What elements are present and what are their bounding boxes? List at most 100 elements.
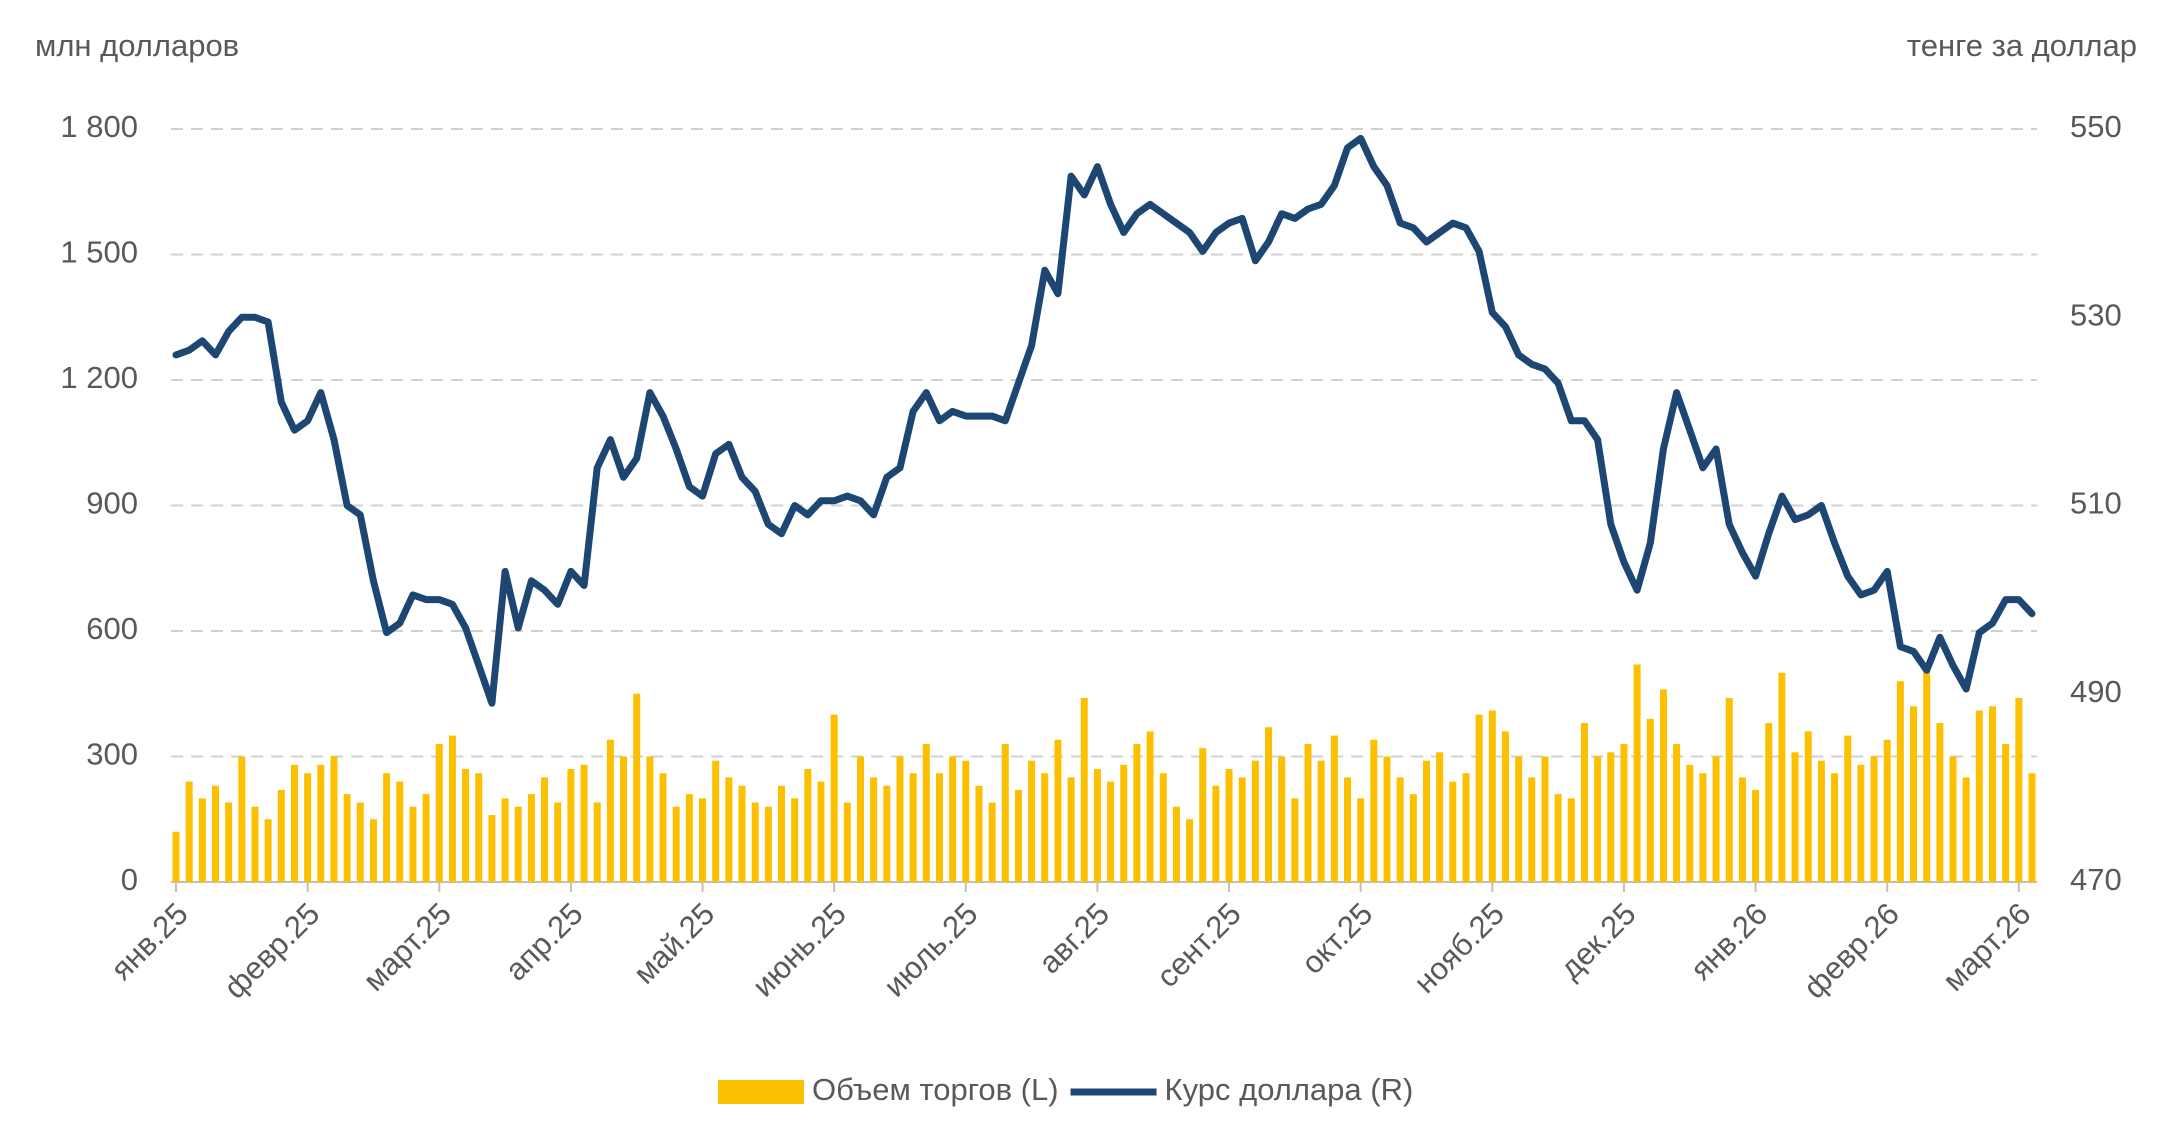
bar <box>1383 756 1391 882</box>
bar <box>1804 731 1812 882</box>
bar <box>1014 789 1022 882</box>
bar <box>2015 697 2023 882</box>
bar <box>396 781 404 882</box>
bar <box>1725 697 1733 882</box>
y2-tick-label: 550 <box>2070 109 2122 144</box>
bar <box>870 777 878 882</box>
x-tick-label: авг.25 <box>1032 896 1116 980</box>
bar <box>1633 664 1641 882</box>
bar <box>804 769 812 882</box>
bar <box>1844 735 1852 882</box>
line <box>172 134 2036 707</box>
bar <box>1172 806 1180 882</box>
bar <box>1396 777 1404 882</box>
bar <box>567 769 575 882</box>
bar <box>343 794 351 882</box>
bar <box>1831 773 1839 882</box>
bar <box>1870 756 1878 882</box>
bar <box>1001 743 1009 882</box>
bar <box>1278 756 1286 882</box>
x-tick-label: окт.25 <box>1295 896 1380 981</box>
x-tick-label: март.25 <box>356 896 458 998</box>
bar <box>1291 798 1299 882</box>
bar <box>962 760 970 882</box>
bar <box>1975 710 1983 882</box>
bar <box>264 819 272 882</box>
bar <box>1028 760 1036 882</box>
bar <box>1238 777 1246 882</box>
x-tick-label: сент.25 <box>1150 896 1248 994</box>
bar <box>646 756 654 882</box>
bar <box>1541 756 1549 882</box>
x-tick-label: февр.25 <box>217 896 326 1005</box>
bar <box>1212 785 1220 882</box>
y-tick-label: 1 800 <box>60 109 138 144</box>
bar <box>211 785 219 882</box>
bar <box>896 756 904 882</box>
bar <box>1515 756 1523 882</box>
y2-tick-label: 530 <box>2070 297 2122 332</box>
bar <box>935 773 943 882</box>
bar <box>1304 743 1312 882</box>
bar <box>764 806 772 882</box>
x-tick-label: май.25 <box>627 896 722 991</box>
bar <box>685 794 693 882</box>
bar <box>1817 760 1825 882</box>
bar <box>1594 756 1602 882</box>
bar <box>1475 714 1483 882</box>
bar <box>238 756 246 882</box>
bar <box>791 798 799 882</box>
bar <box>1462 773 1470 882</box>
bar <box>383 773 391 882</box>
bar <box>1317 760 1325 882</box>
bar <box>1370 739 1378 882</box>
bar <box>1567 798 1575 882</box>
bar <box>1093 769 1101 882</box>
y2-tick-label: 490 <box>2070 674 2122 709</box>
x-tick-label: июль.25 <box>877 896 985 1004</box>
bar <box>1923 664 1931 882</box>
bar <box>1607 752 1615 882</box>
bar <box>356 802 364 882</box>
bar <box>1107 781 1115 882</box>
bar <box>1436 752 1444 882</box>
bar <box>251 806 259 882</box>
bar <box>475 773 483 882</box>
bar <box>593 802 601 882</box>
bar <box>751 802 759 882</box>
bar <box>1936 723 1944 882</box>
bar <box>1738 777 1746 882</box>
bar <box>856 756 864 882</box>
bar <box>1673 743 1681 882</box>
bar <box>1791 752 1799 882</box>
bar <box>620 756 628 882</box>
bar <box>1580 723 1588 882</box>
y-tick-label: 1 200 <box>60 360 138 395</box>
y2-tick-label: 470 <box>2070 862 2122 897</box>
bar <box>1778 672 1786 882</box>
bar <box>843 802 851 882</box>
y-tick-label: 1 500 <box>60 235 138 270</box>
bar <box>462 769 470 882</box>
bar <box>541 777 549 882</box>
bar <box>725 777 733 882</box>
y2-axis-title: тенге за доллар <box>1907 28 2137 63</box>
bar <box>185 781 193 882</box>
bar <box>699 798 707 882</box>
bar <box>1554 794 1562 882</box>
bar <box>1344 777 1352 882</box>
bar <box>817 781 825 882</box>
bar <box>422 794 430 882</box>
bar <box>1080 697 1088 882</box>
y-tick-label: 300 <box>86 737 138 772</box>
bar <box>659 773 667 882</box>
bar <box>712 760 720 882</box>
bar <box>277 789 285 882</box>
bar <box>2028 773 2036 882</box>
bar <box>1186 819 1194 882</box>
x-tick-label: февр.26 <box>1797 896 1906 1005</box>
bar <box>317 764 325 882</box>
bar <box>1528 777 1536 882</box>
bar <box>290 764 298 882</box>
